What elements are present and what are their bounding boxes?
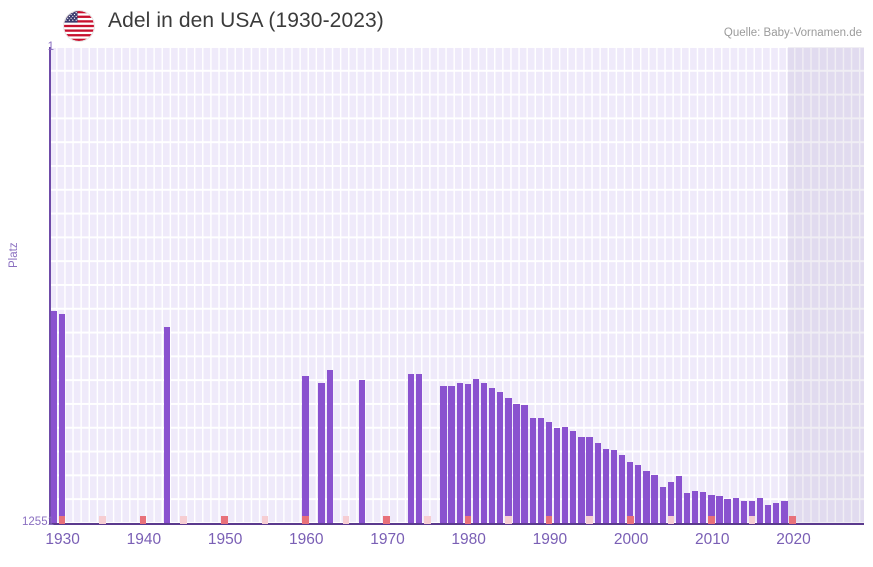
bar[interactable] — [537, 417, 544, 523]
y-axis-title: Platz — [8, 242, 20, 268]
x-tick-major — [464, 516, 472, 524]
x-axis-tick-label: 2000 — [613, 531, 649, 548]
bar[interactable] — [667, 482, 674, 523]
bar[interactable] — [553, 428, 561, 523]
x-axis-tick-label: 2020 — [776, 531, 811, 548]
bar[interactable] — [618, 455, 626, 523]
bar[interactable] — [765, 504, 772, 523]
x-tick-major — [383, 516, 390, 524]
bar[interactable] — [594, 443, 601, 523]
x-axis-tick-label: 1970 — [370, 531, 405, 548]
bar[interactable] — [748, 500, 756, 523]
x-tick-major — [545, 516, 553, 524]
y-axis-line — [49, 47, 51, 523]
bar[interactable] — [440, 385, 447, 523]
bar[interactable] — [497, 391, 504, 523]
bar[interactable] — [448, 385, 455, 523]
bar[interactable] — [651, 474, 658, 523]
x-tick-minor — [667, 516, 675, 524]
bar[interactable] — [521, 404, 528, 523]
x-tick-minor — [342, 516, 350, 524]
x-axis-tick-label: 1990 — [532, 531, 568, 548]
x-axis-tick-label: 2010 — [695, 531, 730, 548]
x-tick-minor — [99, 516, 106, 524]
x-axis-tick-marks — [49, 516, 864, 524]
bar[interactable] — [545, 421, 553, 523]
x-axis-tick-label: 1950 — [207, 531, 243, 548]
chart-header: Adel in den USA (1930-2023) Quelle: Baby… — [0, 0, 873, 46]
bar[interactable] — [58, 313, 65, 523]
bar[interactable] — [627, 462, 634, 523]
bar[interactable] — [578, 437, 585, 523]
y-axis-top-label: 1 — [47, 41, 54, 53]
x-tick-major — [139, 516, 147, 524]
x-axis-tick-label: 1930 — [45, 531, 80, 548]
x-tick-minor — [505, 516, 512, 524]
x-axis-tick-label: 1980 — [451, 531, 486, 548]
x-tick-minor — [424, 516, 431, 524]
y-axis-bottom-label: 12551 — [22, 516, 54, 528]
bar[interactable] — [675, 475, 683, 523]
bar[interactable] — [610, 449, 618, 523]
bar[interactable] — [562, 426, 569, 523]
x-tick-major — [627, 516, 634, 524]
us-flag-icon — [64, 11, 94, 41]
x-tick-major — [58, 516, 66, 524]
bar[interactable] — [700, 492, 707, 523]
bar[interactable] — [302, 375, 309, 523]
bar[interactable] — [415, 374, 423, 523]
bar[interactable] — [318, 382, 325, 523]
bar[interactable] — [407, 373, 415, 523]
bar[interactable] — [732, 497, 739, 523]
bar[interactable] — [505, 398, 512, 523]
x-axis-labels: 1930 1940 1950 1960 1970 1980 1990 2000 2010 2020 — [0, 531, 873, 555]
bar[interactable] — [708, 495, 715, 523]
x-axis-line — [49, 523, 864, 525]
x-tick-major — [789, 516, 796, 524]
bar[interactable] — [740, 500, 747, 523]
x-axis-tick-label: 1940 — [126, 531, 162, 548]
page-title: Adel in den USA (1930-2023) — [108, 9, 384, 32]
bar[interactable] — [724, 499, 731, 523]
bar[interactable] — [691, 490, 699, 523]
x-tick-major — [708, 516, 715, 524]
x-tick-minor — [261, 516, 269, 524]
x-tick-major — [221, 516, 228, 524]
x-tick-minor — [180, 516, 187, 524]
x-tick-major — [302, 516, 309, 524]
bar[interactable] — [513, 404, 520, 523]
bar[interactable] — [456, 383, 463, 523]
source-attribution: Quelle: Baby-Vornamen.de — [723, 27, 862, 39]
bar[interactable] — [464, 384, 471, 523]
bar[interactable] — [773, 502, 780, 523]
bar[interactable] — [472, 379, 480, 523]
bar[interactable] — [480, 382, 488, 523]
bars-layer — [49, 47, 864, 523]
bar[interactable] — [586, 436, 593, 523]
bar[interactable] — [326, 369, 333, 523]
bar[interactable] — [570, 431, 577, 523]
bar[interactable] — [716, 495, 723, 523]
bar[interactable] — [781, 501, 788, 523]
bar[interactable] — [529, 417, 536, 523]
bar[interactable] — [659, 486, 666, 523]
bar[interactable] — [635, 464, 642, 523]
bar[interactable] — [756, 497, 764, 523]
bar[interactable] — [359, 379, 366, 523]
x-axis-tick-label: 1960 — [289, 531, 324, 548]
plot-area — [49, 47, 864, 523]
bar[interactable] — [50, 310, 57, 523]
x-tick-minor — [586, 516, 593, 524]
bar[interactable] — [602, 448, 609, 523]
bar[interactable] — [164, 327, 171, 523]
bar[interactable] — [488, 387, 496, 523]
x-tick-minor — [748, 516, 756, 524]
bar[interactable] — [643, 471, 650, 523]
bar[interactable] — [683, 493, 691, 523]
